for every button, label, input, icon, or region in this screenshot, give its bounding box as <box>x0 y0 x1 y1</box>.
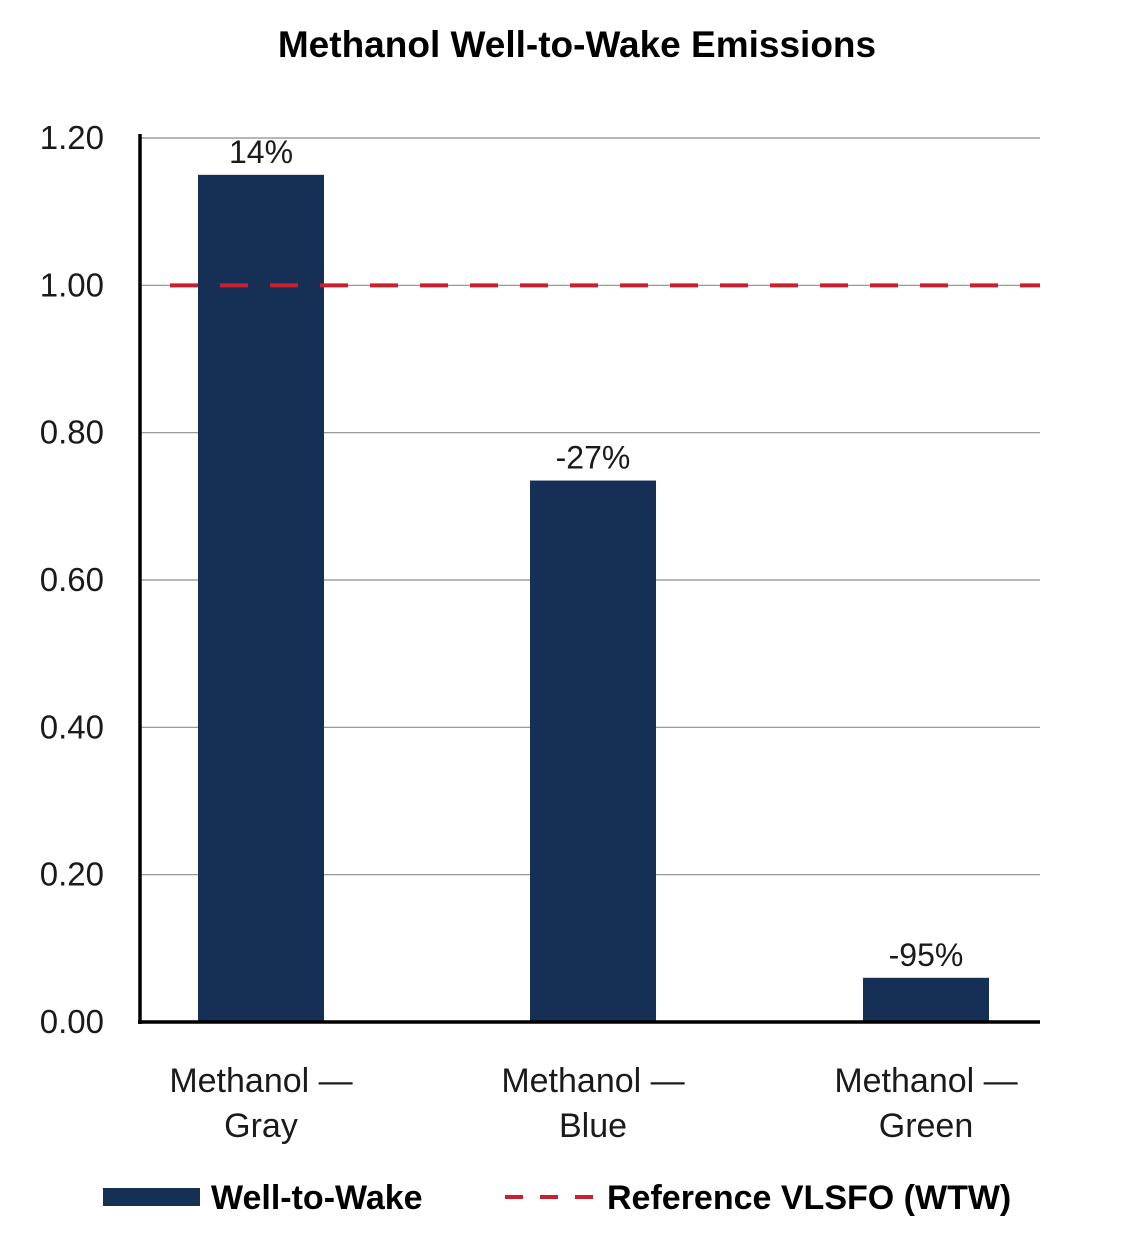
x-tick-label: Methanol — <box>501 1062 684 1100</box>
legend: Well-to-Wake Reference VLSFO (WTW) <box>103 1179 1011 1217</box>
bar <box>530 480 656 1022</box>
y-tick-label: 0.80 <box>40 414 104 451</box>
y-tick-label: 0.20 <box>40 856 104 893</box>
legend-label-reference: Reference VLSFO (WTW) <box>607 1179 1011 1217</box>
legend-swatch-bar <box>103 1188 200 1206</box>
labels: 0.00 0.20 0.40 0.60 0.80 1.00 1.20 14% Methanol … <box>40 119 1018 1145</box>
x-tick-label: Gray <box>224 1107 298 1145</box>
x-tick-label: Methanol — <box>834 1062 1017 1100</box>
y-tick-label: 1.00 <box>40 266 104 303</box>
bars <box>198 174 989 1023</box>
y-tick-label: 0.60 <box>40 561 104 598</box>
x-tick-label: Methanol — <box>169 1062 352 1100</box>
data-label: 14% <box>229 134 293 170</box>
y-tick-label: 0.40 <box>40 708 104 745</box>
x-tick-label: Blue <box>559 1107 627 1145</box>
data-label: -95% <box>889 937 964 973</box>
y-tick-label: 1.20 <box>40 119 104 156</box>
chart-title: Methanol Well-to-Wake Emissions <box>278 24 876 65</box>
legend-label-well-to-wake: Well-to-Wake <box>211 1179 423 1217</box>
data-label: -27% <box>556 440 631 476</box>
bar <box>198 174 324 1023</box>
axes <box>138 134 1040 1024</box>
y-tick-label: 0.00 <box>40 1003 104 1040</box>
x-tick-label: Green <box>879 1107 974 1145</box>
bar <box>863 977 989 1022</box>
